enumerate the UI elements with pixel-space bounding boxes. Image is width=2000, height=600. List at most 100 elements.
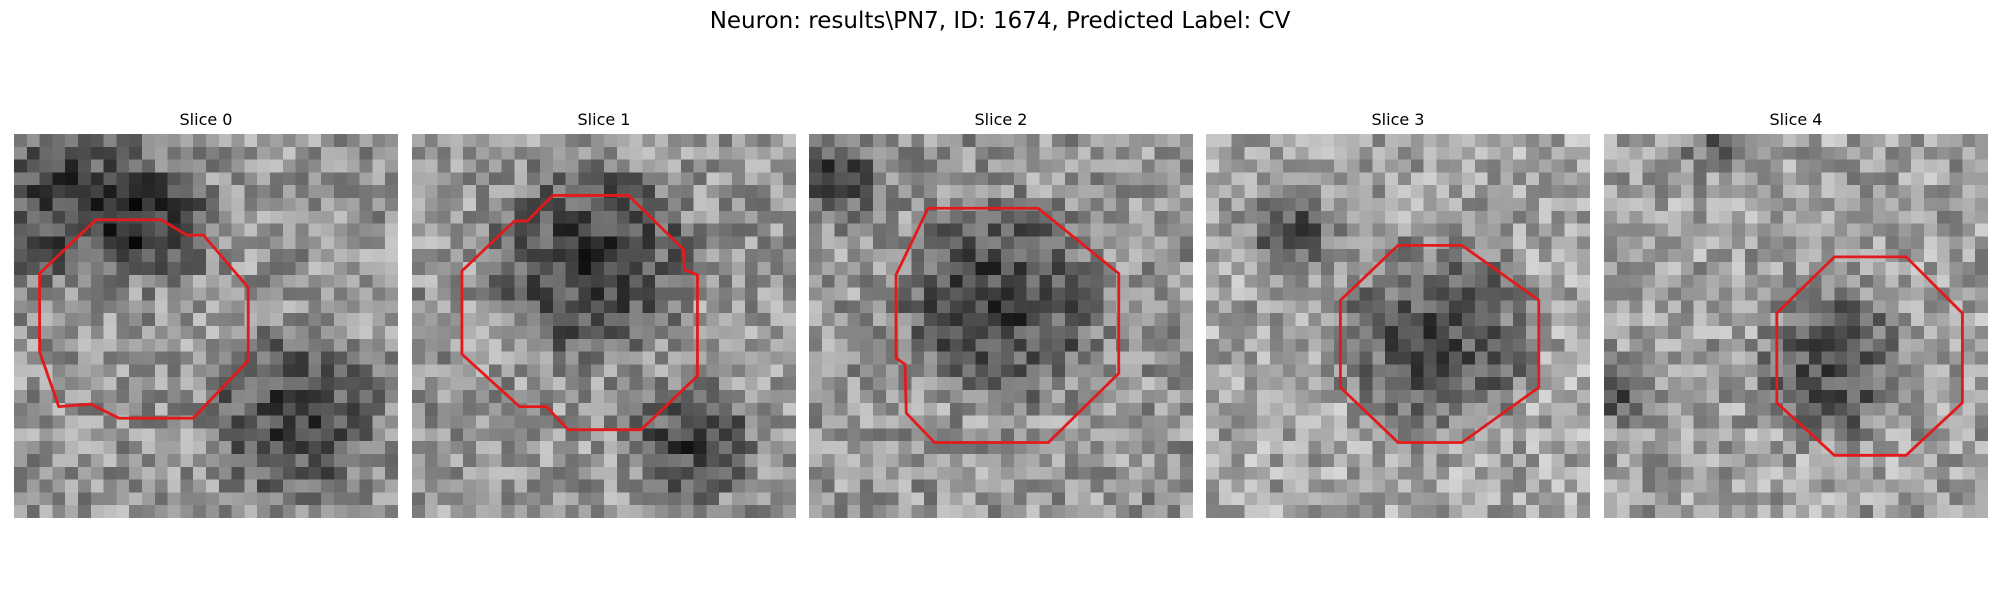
pixel — [783, 223, 796, 237]
pixel — [424, 134, 438, 148]
pixel — [334, 377, 348, 391]
pixel — [206, 172, 220, 186]
pixel — [385, 492, 398, 506]
pixel — [476, 454, 490, 468]
pixel — [706, 479, 720, 493]
pixel — [1423, 402, 1437, 416]
pixel — [1668, 287, 1682, 301]
pixel — [1770, 146, 1784, 160]
pixel — [655, 159, 669, 173]
pixel — [52, 236, 66, 250]
pixel — [1526, 262, 1540, 276]
pixel — [193, 505, 207, 518]
pixel — [937, 441, 951, 455]
pixel — [1770, 466, 1784, 480]
pixel — [1410, 479, 1424, 493]
pixel — [1757, 428, 1771, 442]
pixel — [450, 326, 464, 340]
pixel — [52, 172, 66, 186]
pixel — [1604, 185, 1618, 199]
pixel — [1487, 479, 1501, 493]
pixel — [14, 351, 28, 365]
pixel — [78, 262, 92, 276]
pixel — [180, 351, 194, 365]
pixel — [1218, 236, 1232, 250]
pixel — [1526, 236, 1540, 250]
pixel — [385, 159, 398, 173]
pixel — [424, 505, 438, 518]
pixel — [206, 326, 220, 340]
pixel — [488, 159, 502, 173]
pixel — [642, 236, 656, 250]
pixel — [231, 351, 245, 365]
pixel — [129, 300, 143, 314]
pixel — [1001, 210, 1015, 224]
pixel — [1372, 415, 1386, 429]
pixel — [450, 185, 464, 199]
pixel — [578, 134, 592, 148]
pixel — [65, 210, 79, 224]
pixel — [1282, 262, 1296, 276]
pixel — [501, 377, 515, 391]
pixel — [911, 300, 925, 314]
pixel — [103, 287, 117, 301]
pixel — [1757, 146, 1771, 160]
pixel — [65, 441, 79, 455]
pixel — [424, 492, 438, 506]
pixel — [1860, 441, 1874, 455]
pixel — [1449, 210, 1463, 224]
pixel — [142, 159, 156, 173]
pixel — [90, 415, 104, 429]
pixel — [1359, 466, 1373, 480]
pixel — [270, 198, 284, 212]
pixel — [655, 134, 669, 148]
pixel — [847, 172, 861, 186]
pixel — [949, 454, 963, 468]
pixel — [385, 287, 398, 301]
pixel — [1962, 210, 1976, 224]
pixel — [1410, 492, 1424, 506]
pixel — [244, 479, 258, 493]
pixel — [193, 249, 207, 263]
pixel — [1449, 185, 1463, 199]
pixel — [1732, 172, 1746, 186]
pixel — [1359, 351, 1373, 365]
pixel — [949, 377, 963, 391]
pixel — [1308, 415, 1322, 429]
pixel — [116, 262, 130, 276]
pixel — [129, 338, 143, 352]
pixel — [1847, 326, 1861, 340]
pixel — [90, 390, 104, 404]
pixel — [604, 159, 618, 173]
pixel — [142, 466, 156, 480]
pixel — [282, 415, 296, 429]
pixel — [270, 159, 284, 173]
pixel — [1167, 402, 1181, 416]
pixel — [552, 172, 566, 186]
pixel — [719, 134, 733, 148]
pixel — [1154, 313, 1168, 327]
pixel — [873, 159, 887, 173]
pixel — [476, 402, 490, 416]
pixel — [1538, 198, 1552, 212]
pixel — [1860, 313, 1874, 327]
pixel — [1244, 326, 1258, 340]
pixel — [1732, 338, 1746, 352]
pixel — [1680, 210, 1694, 224]
pixel — [385, 236, 398, 250]
pixel — [898, 441, 912, 455]
pixel — [655, 198, 669, 212]
pixel — [514, 326, 528, 340]
pixel — [1668, 492, 1682, 506]
pixel — [282, 492, 296, 506]
pixel — [1577, 287, 1590, 301]
pixel — [821, 262, 835, 276]
pixel — [1001, 159, 1015, 173]
pixel — [206, 159, 220, 173]
pixel — [629, 134, 643, 148]
pixel — [282, 262, 296, 276]
pixel — [1385, 287, 1399, 301]
pixel — [1847, 441, 1861, 455]
pixel — [1744, 390, 1758, 404]
pixel — [1744, 262, 1758, 276]
